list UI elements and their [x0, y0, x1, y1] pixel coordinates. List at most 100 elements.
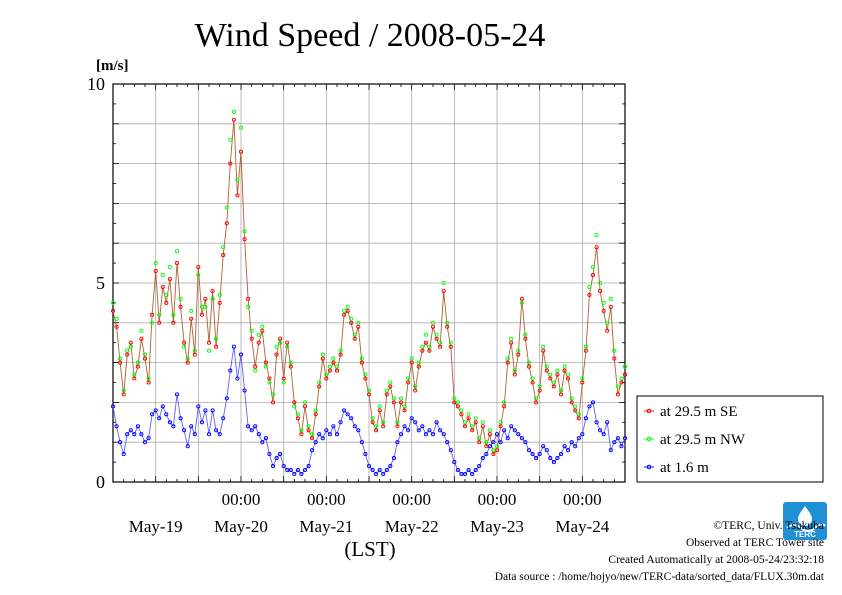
data-point [619, 444, 624, 449]
data-point [153, 269, 158, 274]
data-point [238, 352, 244, 357]
data-point [562, 444, 567, 449]
data-point [551, 384, 556, 389]
data-point [356, 324, 361, 329]
data-series [110, 109, 628, 477]
data-point [125, 432, 130, 437]
data-point [320, 356, 325, 361]
data-point [502, 404, 507, 409]
data-point [334, 432, 340, 437]
data-point [178, 416, 183, 421]
data-point [338, 352, 343, 357]
data-point [206, 340, 212, 345]
data-point [249, 336, 254, 341]
data-point [598, 280, 603, 286]
data-point [214, 336, 219, 341]
data-point [537, 388, 542, 393]
data-point [402, 408, 407, 413]
data-point [192, 352, 197, 357]
data-point [167, 276, 172, 282]
data-point [285, 344, 290, 349]
data-point [484, 440, 489, 445]
data-point [363, 372, 368, 377]
data-point [430, 320, 436, 325]
plot-frame [112, 83, 626, 483]
data-point [302, 404, 308, 409]
data-point [590, 400, 596, 405]
data-point [235, 177, 240, 182]
data-point [270, 400, 276, 405]
data-point [594, 233, 599, 238]
data-point [530, 452, 535, 457]
data-point [160, 272, 165, 278]
data-point [352, 332, 357, 337]
data-point [331, 424, 336, 429]
data-point [132, 432, 137, 437]
data-point [167, 420, 172, 425]
data-point [523, 440, 528, 445]
data-point [406, 428, 411, 433]
data-point [334, 368, 340, 373]
data-point [249, 328, 254, 333]
data-point [534, 400, 539, 405]
x-time-tick-label: 00:00 [392, 490, 431, 509]
data-point [413, 388, 418, 393]
data-point [576, 412, 581, 417]
data-point [224, 205, 229, 210]
data-point [413, 384, 418, 389]
data-point [587, 404, 592, 409]
data-point [455, 400, 460, 405]
footer-source: Data source : /home/hojyo/new/TERC-data/… [494, 571, 824, 583]
data-point [580, 376, 585, 381]
data-point [178, 304, 183, 309]
data-point [512, 428, 517, 433]
x-day-label: May-23 [470, 517, 524, 536]
data-point [110, 308, 116, 313]
data-point [295, 412, 300, 417]
data-point [391, 456, 396, 461]
data-point [555, 456, 560, 461]
data-point [605, 320, 610, 325]
data-point [544, 364, 549, 369]
data-point [238, 125, 244, 130]
data-point [270, 392, 276, 397]
data-point [569, 440, 574, 445]
data-point [381, 471, 386, 477]
data-point [477, 436, 482, 441]
data-point [594, 245, 599, 250]
data-point [452, 460, 457, 465]
data-point [135, 364, 140, 369]
data-point [192, 348, 197, 353]
x-time-tick-label: 00:00 [222, 490, 261, 509]
data-point [374, 424, 379, 429]
data-point [352, 424, 357, 429]
legend-marker [646, 408, 652, 414]
data-point [313, 408, 318, 413]
data-point [598, 288, 603, 294]
data-point [146, 380, 151, 385]
data-point [566, 372, 571, 377]
data-point [324, 372, 329, 377]
data-point [402, 404, 407, 409]
data-point [487, 432, 492, 437]
data-point [285, 340, 290, 345]
data-point [558, 388, 564, 393]
data-point [235, 376, 240, 381]
series-line [112, 346, 626, 475]
data-point [491, 452, 496, 457]
data-point [292, 400, 297, 405]
data-point [388, 380, 393, 385]
data-point [445, 440, 450, 445]
data-point [608, 304, 613, 309]
data-point [427, 344, 432, 349]
data-point [601, 300, 606, 305]
data-point [320, 352, 325, 357]
data-point [519, 300, 524, 305]
data-point [466, 412, 471, 417]
data-point [381, 424, 386, 429]
data-point [153, 408, 158, 413]
data-point [619, 380, 624, 385]
data-point [356, 320, 361, 325]
data-point [214, 344, 219, 349]
